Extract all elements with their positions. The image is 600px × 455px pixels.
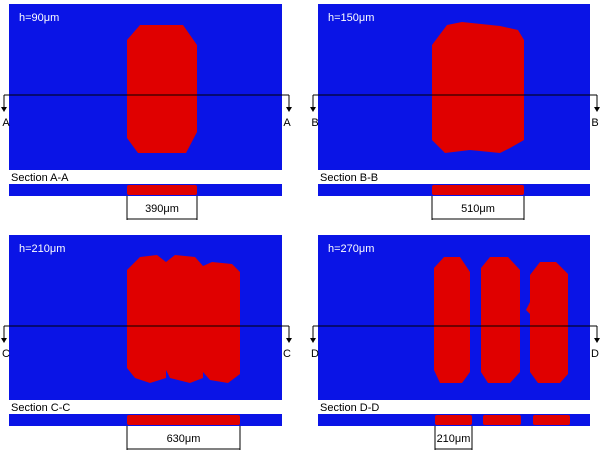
section-letter: A <box>2 117 10 129</box>
section-melt <box>127 185 197 195</box>
dimension-label: 210μm <box>437 433 471 445</box>
section-melt <box>432 185 524 195</box>
section-letter: D <box>311 348 319 360</box>
arrow-head <box>594 107 600 112</box>
section-letter: C <box>2 348 10 360</box>
dimension-label: 390μm <box>145 203 179 215</box>
height-label: h=90μm <box>19 12 59 24</box>
section-melt <box>127 415 240 425</box>
section-letter: B <box>591 117 598 129</box>
dimension-label: 630μm <box>167 433 201 445</box>
section-letter: A <box>283 117 291 129</box>
section-label: Section C-C <box>11 402 70 414</box>
melt-pool <box>203 262 240 383</box>
arrow-head <box>286 338 292 343</box>
section-label: Section D-D <box>320 402 379 414</box>
melt-pool <box>526 262 568 383</box>
section-letter: D <box>591 348 599 360</box>
melt-pool <box>127 255 166 383</box>
arrow-head <box>1 107 7 112</box>
section-melt <box>483 415 521 425</box>
arrow-head <box>286 107 292 112</box>
section-melt <box>533 415 570 425</box>
height-label: h=210μm <box>19 243 65 255</box>
dimension-label: 510μm <box>461 203 495 215</box>
section-melt <box>435 415 472 425</box>
melt-pool <box>481 257 520 383</box>
arrow-head <box>594 338 600 343</box>
section-letter: B <box>311 117 318 129</box>
height-label: h=150μm <box>328 12 374 24</box>
section-label: Section B-B <box>320 172 378 184</box>
arrow-head <box>1 338 7 343</box>
melt-pool <box>434 257 470 383</box>
melt-pool <box>127 25 197 153</box>
height-label: h=270μm <box>328 243 374 255</box>
melt-pool <box>432 22 524 153</box>
arrow-head <box>310 338 316 343</box>
section-letter: C <box>283 348 291 360</box>
melt-pool <box>166 255 203 383</box>
arrow-head <box>310 107 316 112</box>
section-label: Section A-A <box>11 172 69 184</box>
